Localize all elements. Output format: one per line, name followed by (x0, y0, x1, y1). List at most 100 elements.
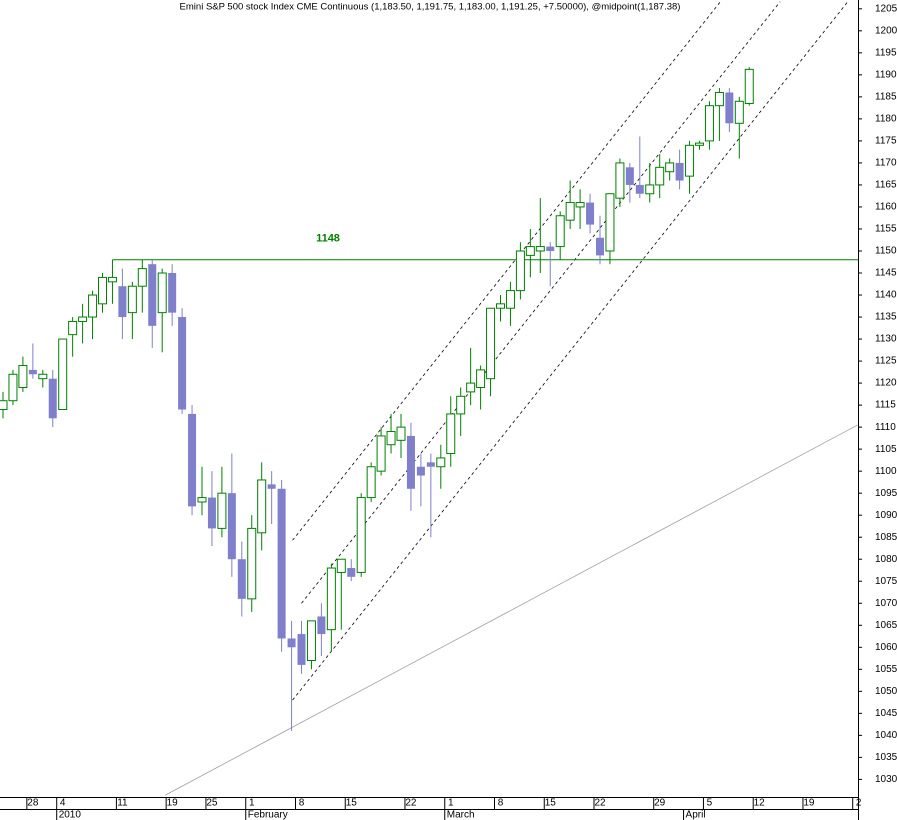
level-label: 1148 (316, 233, 340, 245)
y-tick-label: 1110 (875, 422, 896, 433)
candle-body (366, 466, 376, 499)
y-tick-label: 1055 (875, 664, 897, 675)
candle-body (336, 558, 346, 573)
candle-body (505, 290, 515, 309)
candle-body (675, 162, 684, 181)
candle-body (18, 364, 28, 388)
candle-body (188, 413, 197, 507)
candle-body (575, 202, 585, 208)
trendline (301, 1, 781, 604)
trendline (164, 424, 858, 796)
y-tick-label: 1105 (875, 444, 897, 455)
x-tick-label: 28 (27, 798, 39, 809)
candle-body (695, 142, 704, 146)
candle-body (0, 400, 8, 411)
candle-body (586, 202, 595, 225)
y-tick-label: 1030 (875, 774, 897, 785)
candle-body (515, 250, 525, 292)
candle-body (546, 246, 555, 251)
candle-body (217, 492, 227, 529)
candle-body (257, 479, 267, 534)
candle-body (605, 193, 615, 252)
candle-body (486, 307, 496, 380)
y-tick-label: 1050 (875, 686, 897, 697)
candle-body (118, 286, 127, 318)
x-tick-label: 4 (60, 798, 66, 809)
candle-body (665, 162, 675, 173)
candle-body (317, 616, 326, 635)
candle-body (734, 100, 744, 124)
x-tick-label: 15 (346, 798, 358, 809)
candle-body (555, 215, 565, 248)
candle-body (406, 435, 415, 489)
candle-body (277, 488, 286, 639)
x-tick-label: 25 (206, 798, 218, 809)
x-tick-label: 8 (498, 798, 504, 809)
candle-body (655, 166, 665, 186)
candle-body (625, 167, 634, 185)
trendline (292, 1, 721, 541)
candle-body (326, 567, 336, 631)
y-tick-label: 1100 (875, 466, 897, 477)
candle-body (98, 276, 107, 305)
y-tick-label: 1040 (875, 730, 897, 741)
candle-body (426, 462, 435, 467)
candle-body (107, 276, 117, 283)
y-tick-label: 1175 (875, 136, 897, 147)
y-tick-label: 1095 (875, 488, 897, 499)
y-tick-label: 1080 (875, 554, 897, 565)
candle-body (48, 378, 57, 419)
x-tick-label: 19 (167, 798, 179, 809)
candle-body (237, 559, 246, 599)
candle-body (68, 320, 78, 336)
candle-body (386, 431, 396, 446)
y-tick-label: 1130 (875, 334, 897, 345)
x-group-label: March (447, 810, 475, 820)
x-tick-label: 29 (654, 798, 666, 809)
y-tick-label: 1200 (875, 25, 897, 36)
candle-body (704, 105, 714, 142)
candle-body (88, 294, 98, 318)
candle-body (496, 303, 505, 309)
candle-body (297, 634, 306, 665)
candle-body (685, 144, 695, 177)
x-tick-label: 22 (594, 798, 606, 809)
x-group-label: February (248, 810, 288, 820)
candle-body (8, 373, 18, 402)
y-tick-label: 1195 (875, 47, 897, 58)
candle-body (596, 237, 604, 256)
candle-body (58, 338, 68, 411)
x-tick-label: 22 (405, 798, 417, 809)
y-tick-label: 1115 (875, 400, 896, 411)
x-tick-label: 1 (448, 798, 454, 809)
y-tick-label: 1160 (875, 202, 897, 213)
x-tick-label: 19 (803, 798, 815, 809)
candle-body (565, 202, 575, 221)
candle-body (168, 273, 177, 313)
y-tick-label: 1065 (875, 620, 897, 631)
candle-body (396, 426, 406, 441)
candle-body (38, 373, 48, 380)
trendline (292, 1, 849, 701)
x-tick-label: 1 (249, 798, 255, 809)
y-tick-label: 1140 (875, 290, 897, 301)
candle-body (227, 493, 236, 560)
candle-body (347, 568, 356, 577)
candle-body (446, 413, 456, 455)
candle-body (615, 162, 625, 199)
y-tick-label: 1170 (875, 158, 897, 169)
x-group-label: 2010 (59, 810, 82, 820)
candle-body (456, 395, 466, 415)
y-tick-label: 1150 (875, 246, 897, 257)
x-group-label: April (686, 810, 706, 820)
candle-body (714, 91, 724, 107)
candle-body (525, 246, 535, 256)
candle-body (137, 268, 147, 287)
chart-title: Emini S&P 500 stock Index CME Continuous… (180, 2, 681, 13)
candle-body (725, 92, 734, 124)
candle-body (306, 620, 316, 661)
candle-body (28, 369, 37, 375)
y-tick-label: 1185 (875, 92, 897, 103)
